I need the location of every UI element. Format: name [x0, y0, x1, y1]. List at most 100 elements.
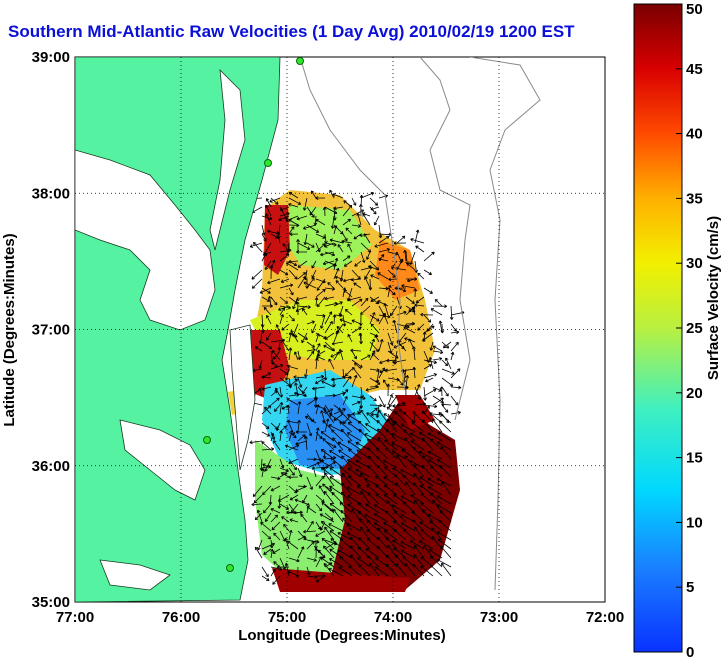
- velocity-arrow: [394, 474, 407, 487]
- velocity-arrow: [295, 301, 300, 316]
- velocity-arrow: [318, 485, 326, 496]
- velocity-arrow: [340, 428, 353, 442]
- velocity-arrow: [265, 198, 272, 208]
- velocity-arrow: [303, 233, 308, 245]
- velocity-arrow: [254, 346, 263, 352]
- station-marker: [296, 57, 304, 65]
- hf-radar-stations: [203, 57, 304, 572]
- velocity-arrow: [263, 548, 272, 555]
- velocity-arrow: [306, 350, 315, 361]
- velocity-arrow: [363, 233, 371, 244]
- velocity-arrow: [378, 224, 383, 239]
- velocity-arrow: [407, 278, 416, 283]
- velocity-arrow: [270, 476, 281, 481]
- velocity-arrow: [279, 206, 290, 212]
- velocity-arrow: [277, 494, 290, 502]
- velocity-arrow: [395, 563, 407, 577]
- velocity-arrow: [329, 485, 344, 496]
- velocity-arrow: [297, 275, 306, 289]
- velocity-arrow: [427, 450, 443, 460]
- velocity-arrow: [373, 522, 389, 532]
- velocity-arrow: [288, 475, 299, 480]
- velocity-arrow: [265, 204, 272, 217]
- velocity-arrow: [304, 368, 308, 378]
- velocity-arrow: [270, 197, 279, 205]
- velocity-arrow: [440, 446, 452, 460]
- velocity-arrow: [405, 375, 410, 388]
- velocity-arrow: [297, 530, 307, 541]
- velocity-arrow: [295, 485, 308, 493]
- velocity-arrow: [437, 539, 452, 550]
- velocity-arrow: [423, 251, 435, 262]
- velocity-arrow: [306, 242, 315, 248]
- velocity-arrow: [309, 206, 317, 216]
- velocity-arrow: [272, 548, 281, 554]
- velocity-arrow: [364, 514, 380, 523]
- velocity-arrow: [428, 357, 434, 370]
- velocity-arrow: [412, 366, 417, 379]
- velocity-arrow: [338, 348, 344, 361]
- velocity-arrow: [289, 232, 299, 237]
- velocity-arrow: [387, 269, 396, 278]
- velocity-arrow: [266, 332, 272, 341]
- velocity-arrow: [450, 385, 462, 390]
- velocity-arrow: [324, 456, 337, 460]
- velocity-arrow: [251, 278, 263, 289]
- velocity-arrow: [302, 197, 308, 211]
- velocity-arrow: [333, 206, 344, 211]
- velocity-arrow: [270, 432, 275, 442]
- velocity-arrow: [258, 387, 263, 397]
- velocity-arrow: [270, 485, 281, 492]
- velocity-arrow: [420, 529, 434, 541]
- velocity-arrow: [288, 557, 300, 563]
- velocity-arrow: [314, 357, 319, 370]
- velocity-arrow: [375, 475, 389, 487]
- velocity-arrow: [324, 296, 335, 301]
- velocity-arrow: [262, 485, 272, 496]
- velocity-arrow: [386, 383, 391, 397]
- velocity-arrow: [393, 510, 407, 523]
- velocity-arrow: [263, 306, 272, 316]
- velocity-arrow: [270, 566, 283, 571]
- lon-tick-label: 73:00: [480, 609, 518, 626]
- velocity-arrow: [324, 409, 335, 424]
- velocity-arrow: [411, 306, 416, 316]
- velocity-arrow: [297, 332, 308, 340]
- velocity-arrow: [376, 456, 389, 469]
- velocity-arrow: [324, 418, 330, 433]
- velocity-arrow: [350, 277, 362, 282]
- velocity-arrow: [369, 312, 376, 325]
- velocity-arrow: [267, 295, 272, 307]
- colorbar-tick-label: 50: [686, 1, 703, 18]
- velocity-arrow: [383, 303, 389, 316]
- velocity-arrow: [402, 411, 416, 424]
- velocity-arrow: [315, 196, 326, 200]
- velocity-arrow: [346, 523, 362, 532]
- lon-tick-label: 77:00: [56, 609, 94, 626]
- velocity-arrow: [420, 502, 434, 514]
- velocity-arrow: [369, 407, 378, 415]
- velocity-arrow: [375, 484, 389, 496]
- velocity-arrow: [355, 459, 371, 469]
- velocity-arrow: [360, 242, 372, 253]
- velocity-arrow: [288, 444, 300, 451]
- velocity-arrow: [270, 364, 284, 370]
- velocity-arrow: [339, 269, 344, 282]
- velocity-arrow: [347, 467, 362, 478]
- velocity-arrow: [286, 419, 299, 424]
- velocity-arrow: [350, 348, 362, 353]
- velocity-arrow: [321, 502, 335, 514]
- velocity-arrow: [413, 464, 425, 478]
- velocity-arrow: [279, 212, 290, 217]
- velocity-arrow: [330, 377, 344, 382]
- velocity-arrow: [385, 510, 398, 523]
- velocity-arrow: [394, 286, 407, 291]
- velocity-arrow: [311, 466, 317, 478]
- velocity-arrow: [322, 260, 335, 266]
- velocity-arrow: [311, 323, 317, 334]
- velocity-arrow: [351, 298, 363, 307]
- velocity-arrow: [438, 320, 443, 334]
- velocity-arrow: [423, 287, 433, 294]
- colorbar-tick-label: 0: [686, 644, 694, 659]
- velocity-arrow: [329, 467, 344, 478]
